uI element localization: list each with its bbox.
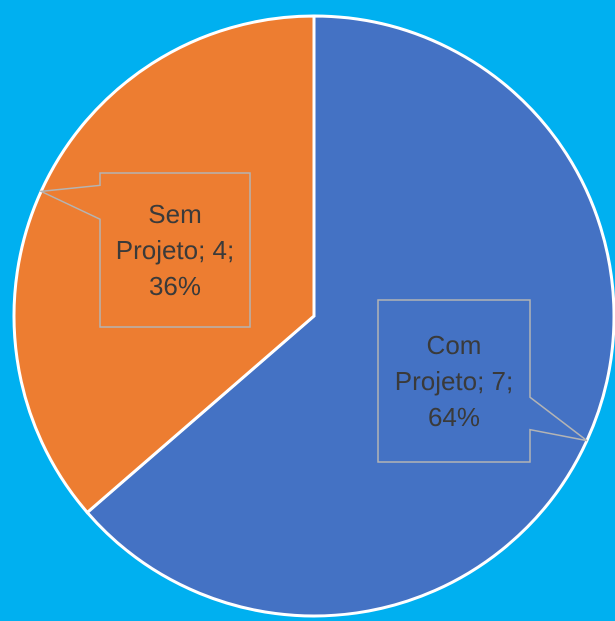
data-label: Com Projeto; 7; 64% <box>394 330 514 432</box>
data-label-box: Com Projeto; 7; 64% <box>394 330 514 432</box>
data-label: Sem Projeto; 4; 36% <box>115 199 235 301</box>
callout <box>377 299 588 463</box>
callout <box>38 172 251 328</box>
data-label-box: Sem Projeto; 4; 36% <box>115 199 235 301</box>
